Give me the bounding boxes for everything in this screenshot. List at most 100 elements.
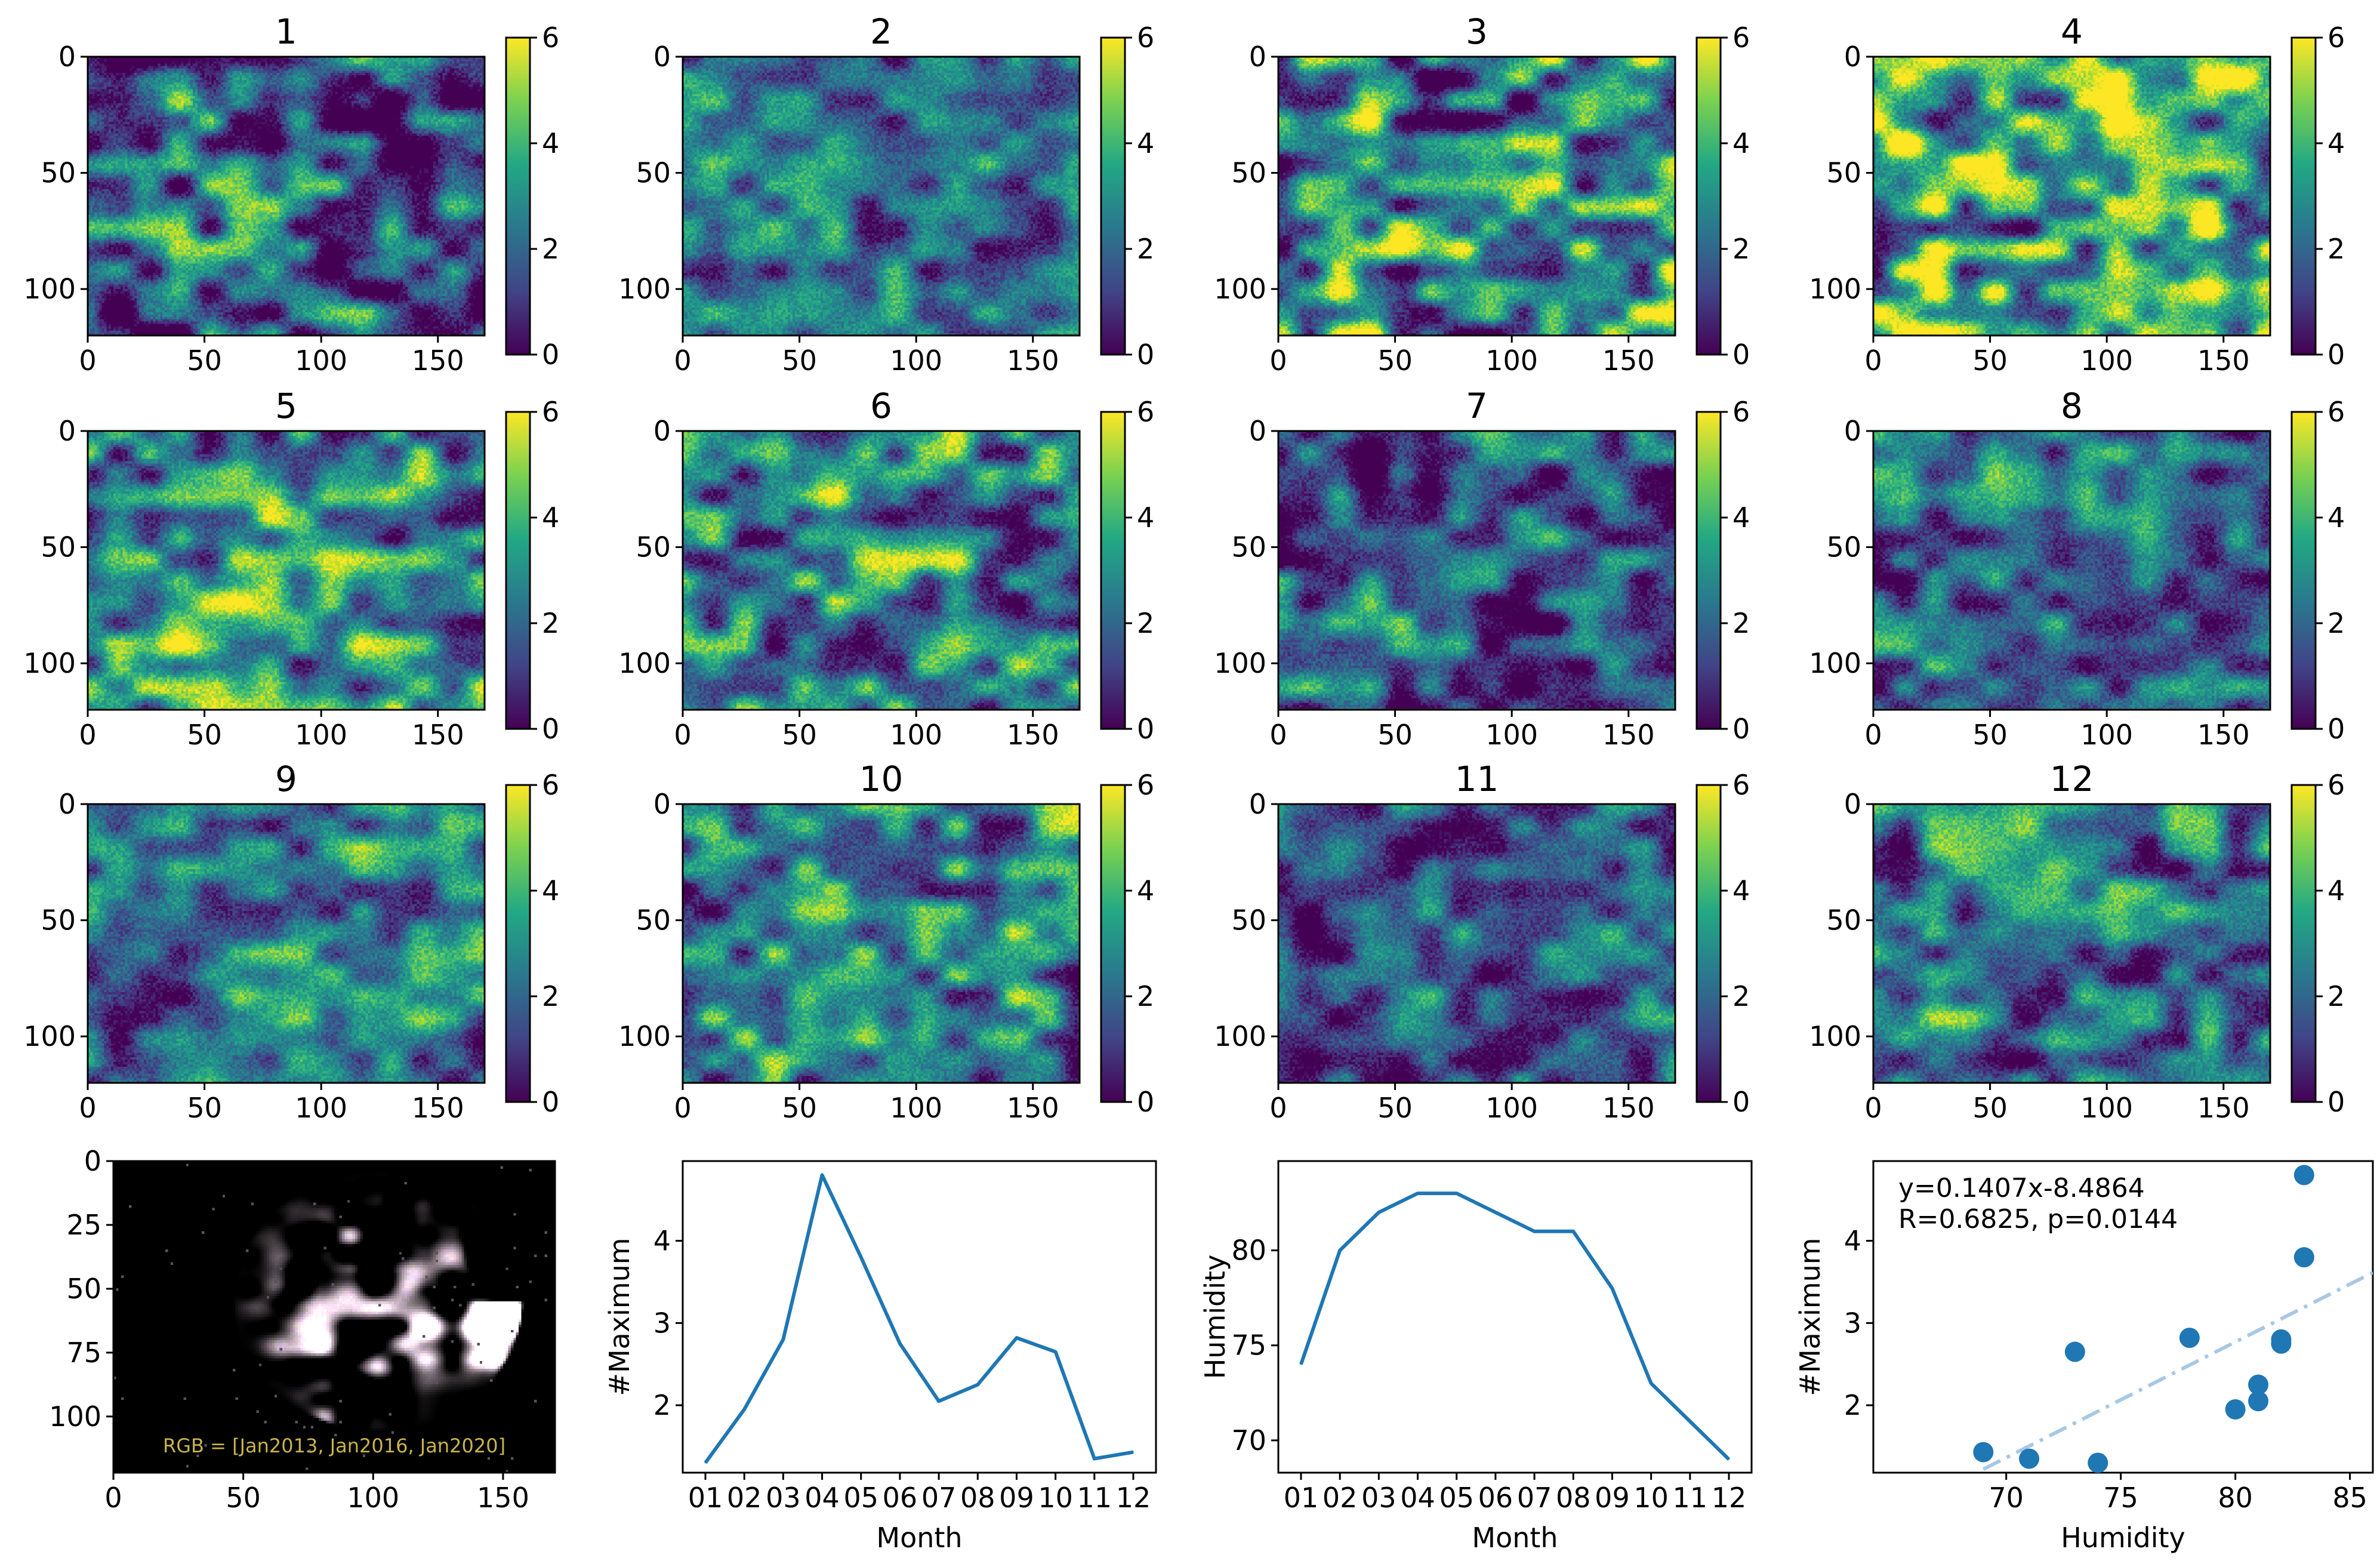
colorbar (1100, 784, 1126, 1103)
x-tick-label: 07 (921, 1482, 957, 1514)
heatmap-frame (1872, 56, 2271, 337)
colorbar-tick-label: 2 (542, 233, 559, 265)
colorbar-tick-label: 6 (1732, 396, 1750, 428)
x-tick-label: 0 (79, 719, 96, 751)
x-tick-label: 100 (295, 1092, 347, 1124)
heatmap-title: 10 (859, 759, 904, 799)
heatmap-panel: 9 0 50 100 150 0 50 100 0 2 4 6 (23, 759, 559, 1124)
x-tick-label: 50 (782, 1092, 817, 1124)
x-tick-label: 80 (2218, 1482, 2253, 1514)
y-tick-label: 3 (1844, 1307, 1861, 1339)
x-tick-label: 0 (1864, 719, 1882, 751)
colorbar-tick-label: 6 (1137, 396, 1154, 428)
x-tick-label: 150 (2197, 719, 2250, 751)
colorbar-tick-label: 6 (542, 769, 559, 801)
colorbar-tick-label: 6 (2327, 396, 2345, 428)
colorbar-tick-label: 4 (542, 127, 559, 159)
x-tick-label: 02 (1322, 1482, 1358, 1514)
x-tick-label: 150 (1007, 719, 1059, 751)
scatter-point (2179, 1328, 2200, 1349)
colorbar-tick-label: 0 (542, 713, 559, 745)
x-tick-label: 100 (2080, 719, 2133, 751)
data-point (1133, 1451, 1134, 1453)
heatmap-title: 5 (275, 386, 297, 426)
x-tick-label: 06 (883, 1482, 918, 1514)
x-tick-label: 70 (1989, 1482, 2024, 1514)
x-tick-label: 01 (1284, 1482, 1319, 1514)
x-tick-label: 06 (1478, 1482, 1513, 1514)
heatmap-frame (1277, 56, 1676, 337)
x-tick-label: 100 (1485, 1092, 1538, 1124)
y-axis-label: #Maximum (1794, 1237, 1826, 1396)
scatter-point (2019, 1448, 2040, 1469)
heatmap-panel: 11 0 50 100 150 0 50 100 0 2 4 6 (1214, 759, 1750, 1124)
data-point (1339, 1249, 1341, 1251)
rgb-frame (112, 1160, 556, 1474)
x-tick-label: 100 (890, 344, 942, 377)
data-point (1573, 1230, 1574, 1232)
x-tick-label: 0 (104, 1482, 122, 1514)
data-point (860, 1257, 862, 1258)
x-tick-label: 75 (2103, 1482, 2138, 1514)
x-tick-label: 11 (1077, 1482, 1112, 1514)
axes-frame (1277, 1160, 1753, 1474)
x-tick-label: 150 (2197, 344, 2250, 377)
x-tick-label: 0 (79, 344, 96, 377)
colorbar (1695, 784, 1722, 1103)
colorbar-tick-label: 2 (2327, 233, 2345, 265)
x-tick-label: 150 (477, 1482, 529, 1514)
heatmap-title: 2 (870, 11, 892, 52)
colorbar-tick-label: 0 (2327, 713, 2345, 745)
data-point (1055, 1351, 1056, 1353)
data-point (821, 1174, 823, 1176)
x-tick-label: 150 (1007, 1092, 1059, 1124)
heatmap-title: 4 (2061, 11, 2083, 52)
y-tick-label: 100 (1809, 647, 1861, 679)
y-tick-label: 0 (1249, 415, 1266, 447)
y-tick-label: 0 (1249, 41, 1266, 73)
x-tick-label: 100 (1485, 719, 1538, 751)
y-tick-label: 2 (1844, 1389, 1861, 1421)
colorbar-tick-label: 4 (542, 501, 559, 534)
x-tick-label: 50 (782, 719, 817, 751)
y-tick-label: 50 (41, 157, 76, 189)
x-tick-label: 150 (1602, 1092, 1655, 1124)
scatter-point (2064, 1341, 2085, 1362)
x-tick-label: 12 (1712, 1482, 1747, 1514)
colorbar-tick-label: 6 (2327, 769, 2345, 801)
x-tick-label: 85 (2332, 1482, 2367, 1514)
colorbar-tick-label: 2 (1137, 233, 1154, 265)
x-tick-label: 01 (688, 1482, 723, 1514)
colorbar-tick-label: 2 (542, 607, 559, 639)
colorbar-tick-label: 2 (2327, 980, 2345, 1012)
x-tick-label: 50 (1972, 719, 2008, 751)
heatmap-image (88, 57, 485, 335)
y-tick-label: 0 (653, 788, 671, 820)
colorbar (1100, 36, 1126, 356)
x-tick-label: 10 (1038, 1482, 1073, 1514)
data-point (1016, 1337, 1018, 1339)
data-point (1534, 1230, 1536, 1232)
heatmap-image (683, 804, 1080, 1083)
heatmap-panel: 2 0 50 100 150 0 50 100 0 2 4 6 (618, 11, 1154, 377)
x-tick-label: 08 (960, 1482, 995, 1514)
heatmap-frame (682, 803, 1081, 1084)
colorbar-tick-label: 0 (1732, 713, 1750, 745)
heatmap-panel: 3 0 50 100 150 0 50 100 0 2 4 6 (1214, 11, 1750, 377)
y-tick-label: 50 (1231, 157, 1266, 189)
x-tick-label: 0 (1269, 719, 1287, 751)
x-tick-label: 100 (347, 1482, 399, 1514)
y-axis-label: Humidity (1199, 1255, 1231, 1380)
heatmap-title: 7 (1466, 386, 1488, 426)
y-tick-label: 100 (1809, 1020, 1861, 1052)
data-point (1456, 1193, 1457, 1194)
colorbar-tick-label: 4 (2327, 875, 2345, 907)
colorbar-tick-label: 4 (1137, 127, 1154, 159)
colorbar (1100, 411, 1126, 730)
y-tick-label: 100 (49, 1400, 101, 1433)
y-tick-label: 0 (1249, 788, 1266, 820)
x-tick-label: 03 (766, 1482, 801, 1514)
y-tick-label: 0 (58, 41, 76, 73)
y-tick-label: 100 (618, 647, 671, 679)
